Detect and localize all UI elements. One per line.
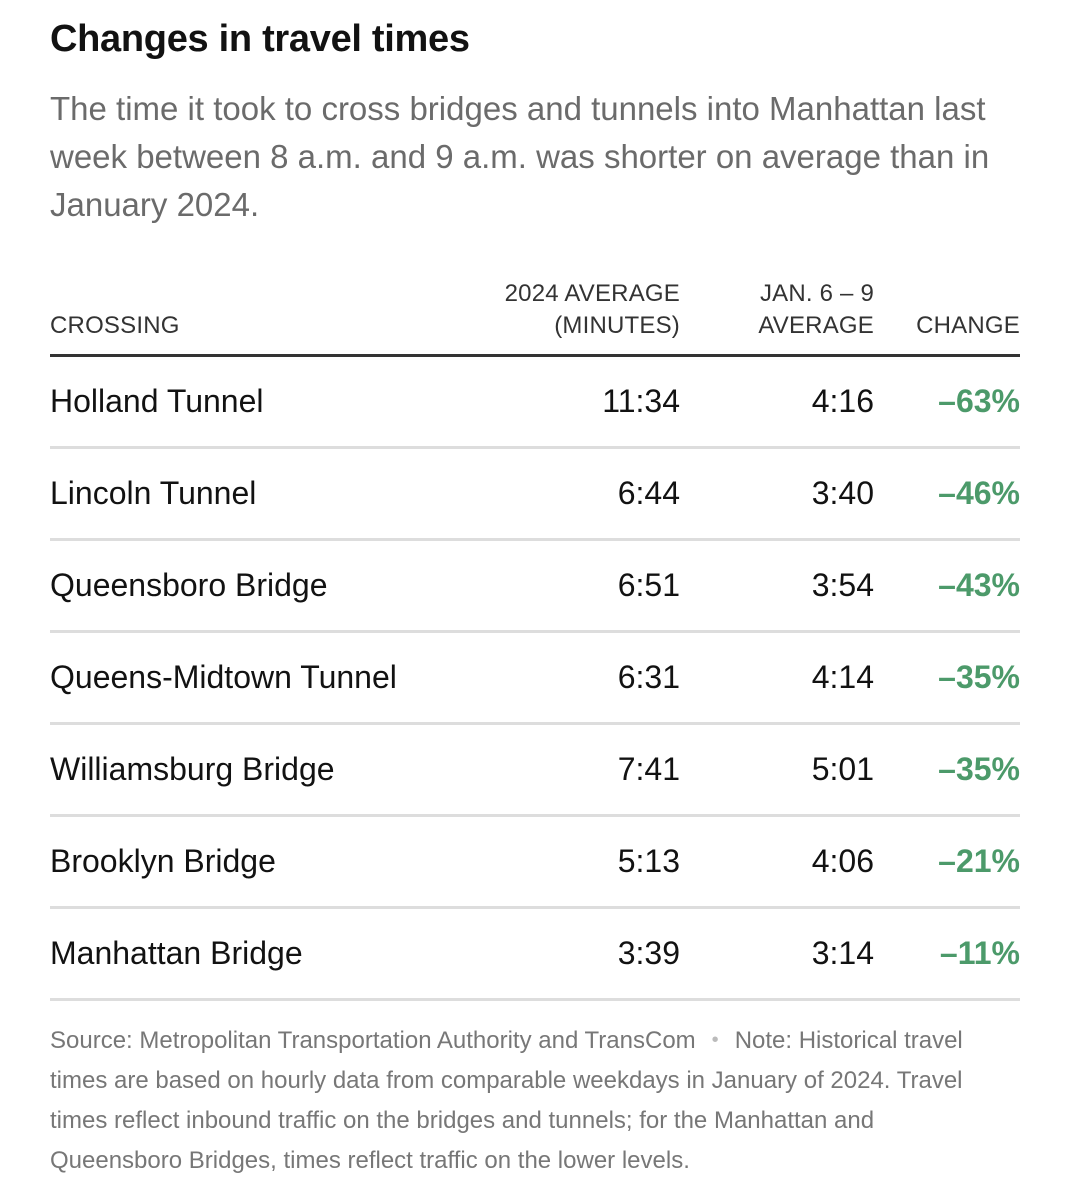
table-row: Queensboro Bridge 6:51 3:54 –43% xyxy=(50,541,1020,633)
table-row: Queens-Midtown Tunnel 6:31 4:14 –35% xyxy=(50,633,1020,725)
crossing-name: Queens-Midtown Tunnel xyxy=(50,659,397,695)
jan-average-value: 4:16 xyxy=(811,383,874,419)
avg-2024-value: 11:34 xyxy=(602,383,680,419)
column-header-jan-average-line1: JAN. 6 – 9 xyxy=(759,280,874,307)
column-header-change: CHANGE xyxy=(916,310,1020,342)
separator-dot: • xyxy=(711,1029,719,1051)
avg-2024-value: 6:31 xyxy=(617,659,680,695)
crossing-name: Manhattan Bridge xyxy=(50,935,303,971)
table-row: Williamsburg Bridge 7:41 5:01 –35% xyxy=(50,725,1020,817)
crossing-name: Williamsburg Bridge xyxy=(50,751,335,787)
page-title: Changes in travel times xyxy=(50,18,470,60)
column-header-crossing-label: CROSSING xyxy=(50,312,180,339)
change-value: –21% xyxy=(938,843,1020,879)
column-header-2024-average-line1: 2024 AVERAGE xyxy=(504,280,680,307)
jan-average-value: 3:40 xyxy=(811,475,874,511)
change-value: –63% xyxy=(938,383,1020,419)
column-header-2024-average-line2: (MINUTES) xyxy=(554,312,680,339)
footnote: Source: Metropolitan Transportation Auth… xyxy=(50,1020,1010,1181)
crossing-name: Queensboro Bridge xyxy=(50,567,328,603)
change-value: –46% xyxy=(938,475,1020,511)
jan-average-value: 5:01 xyxy=(811,751,874,787)
change-value: –43% xyxy=(938,567,1020,603)
crossing-name: Lincoln Tunnel xyxy=(50,475,257,511)
table-row: Manhattan Bridge 3:39 3:14 –11% xyxy=(50,909,1020,1001)
table-row: Lincoln Tunnel 6:44 3:40 –46% xyxy=(50,449,1020,541)
jan-average-value: 4:14 xyxy=(811,659,874,695)
source-text: Source: Metropolitan Transportation Auth… xyxy=(50,1027,696,1054)
column-header-crossing: CROSSING xyxy=(50,310,180,342)
table-row: Brooklyn Bridge 5:13 4:06 –21% xyxy=(50,817,1020,909)
avg-2024-value: 7:41 xyxy=(617,751,680,787)
jan-average-value: 3:54 xyxy=(811,567,874,603)
crossing-name: Brooklyn Bridge xyxy=(50,843,276,879)
jan-average-value: 3:14 xyxy=(811,935,874,971)
crossing-name: Holland Tunnel xyxy=(50,383,264,419)
travel-times-table: CROSSING 2024 AVERAGE (MINUTES) JAN. 6 –… xyxy=(50,276,1020,1001)
avg-2024-value: 6:44 xyxy=(617,475,680,511)
note-text: Note: Historical travel times are based … xyxy=(50,1027,963,1174)
table-row: Holland Tunnel 11:34 4:16 –63% xyxy=(50,357,1020,449)
change-value: –35% xyxy=(938,751,1020,787)
jan-average-value: 4:06 xyxy=(811,843,874,879)
column-header-change-label: CHANGE xyxy=(916,312,1020,339)
column-header-jan-average: JAN. 6 – 9 AVERAGE xyxy=(758,278,874,342)
subtitle: The time it took to cross bridges and tu… xyxy=(50,90,990,223)
avg-2024-value: 5:13 xyxy=(617,843,680,879)
change-value: –35% xyxy=(938,659,1020,695)
table-header: CROSSING 2024 AVERAGE (MINUTES) JAN. 6 –… xyxy=(50,276,1020,357)
column-header-jan-average-line2: AVERAGE xyxy=(758,312,874,339)
avg-2024-value: 3:39 xyxy=(617,935,680,971)
column-header-2024-average: 2024 AVERAGE (MINUTES) xyxy=(505,278,680,342)
avg-2024-value: 6:51 xyxy=(617,567,680,603)
change-value: –11% xyxy=(939,935,1020,971)
